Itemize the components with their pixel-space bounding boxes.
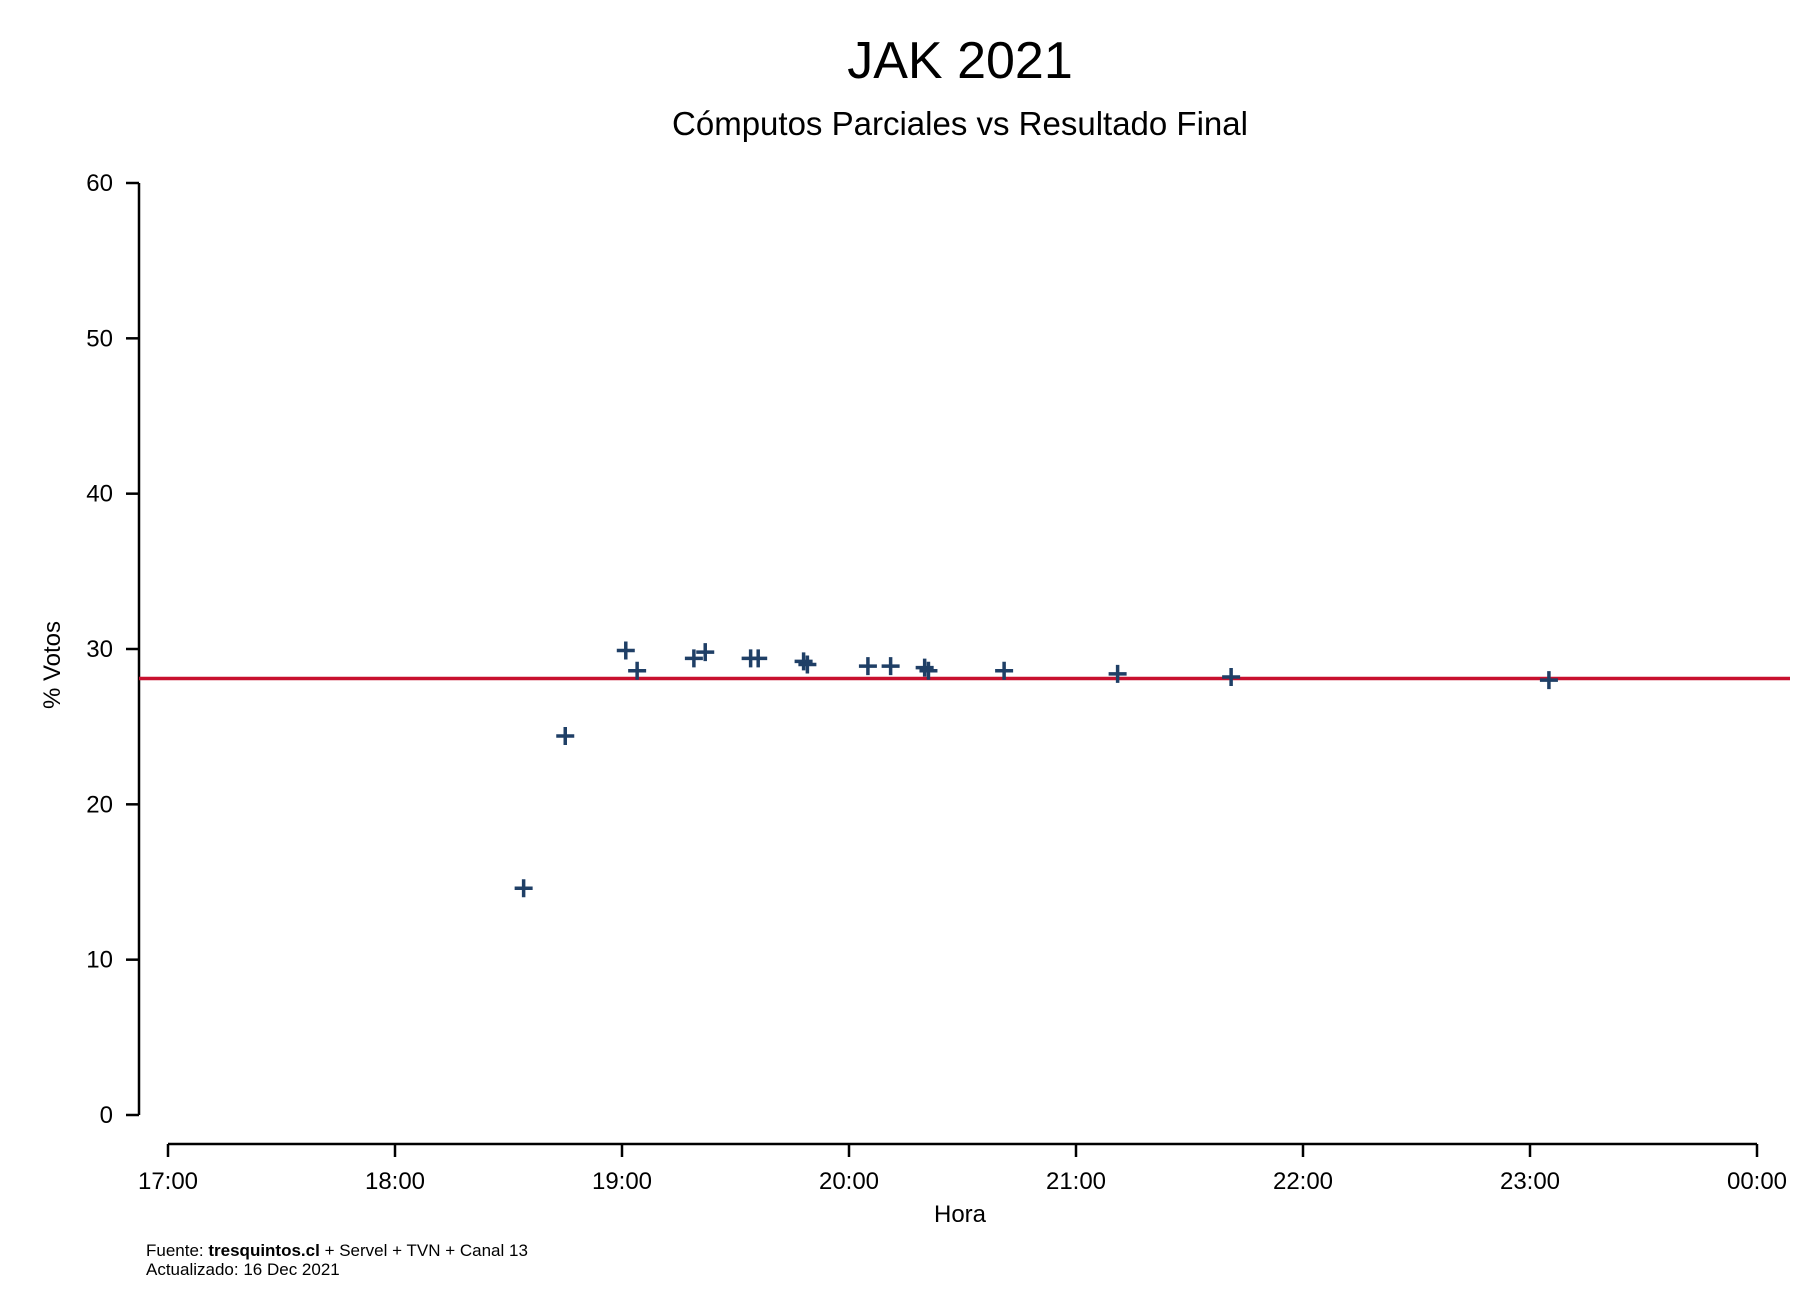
y-tick-label: 0 [100, 1102, 113, 1129]
y-tick-label: 40 [86, 481, 113, 508]
y-axis: 0 10 20 30 40 50 60 [86, 170, 141, 1129]
plot-area [139, 641, 1790, 898]
data-point [684, 649, 703, 668]
chart-subtitle: Cómputos Parciales vs Resultado Final [672, 105, 1248, 142]
data-point [919, 661, 938, 680]
data-point [1222, 667, 1241, 686]
data-point [794, 652, 813, 671]
y-tick-label: 50 [86, 325, 113, 352]
x-tick-label: 19:00 [592, 1168, 652, 1195]
source-rest: + Servel + TVN + Canal 13 [319, 1241, 528, 1260]
y-tick-label: 30 [86, 636, 113, 663]
data-point [1539, 671, 1558, 690]
data-point [628, 661, 647, 680]
x-tick-label: 20:00 [819, 1168, 879, 1195]
x-tick-label: 23:00 [1500, 1168, 1560, 1195]
data-point [616, 641, 635, 660]
x-tick-label: 17:00 [138, 1168, 198, 1195]
data-point [858, 657, 877, 676]
data-point [881, 657, 900, 676]
updated-note: Actualizado: 16 Dec 2021 [146, 1260, 340, 1279]
data-point [514, 879, 533, 898]
data-point [1108, 664, 1127, 683]
source-link: tresquintos.cl [208, 1241, 320, 1260]
data-point [749, 649, 768, 668]
data-point [696, 643, 715, 662]
y-tick-label: 20 [86, 791, 113, 818]
x-axis: 17:00 18:00 19:00 20:00 21:00 22:00 23:00 00:00 [138, 1142, 1787, 1195]
x-axis-title: Hora [934, 1201, 987, 1228]
source-prefix: Fuente: [146, 1241, 209, 1260]
data-point [556, 726, 575, 745]
y-tick-label: 60 [86, 170, 113, 197]
x-tick-label: 22:00 [1273, 1168, 1333, 1195]
x-tick-label: 18:00 [365, 1168, 425, 1195]
source-note: Fuente: tresquintos.cl + Servel + TVN + … [146, 1241, 528, 1260]
data-point [995, 661, 1014, 680]
chart-title: JAK 2021 [847, 32, 1073, 90]
data-point [798, 655, 817, 674]
data-point [915, 658, 934, 677]
y-tick-label: 10 [86, 947, 113, 974]
y-axis-title: % Votos [39, 621, 66, 709]
x-tick-label: 21:00 [1046, 1168, 1106, 1195]
x-tick-label: 00:00 [1727, 1168, 1787, 1195]
chart-footer: Fuente: tresquintos.cl + Servel + TVN + … [146, 1241, 528, 1279]
